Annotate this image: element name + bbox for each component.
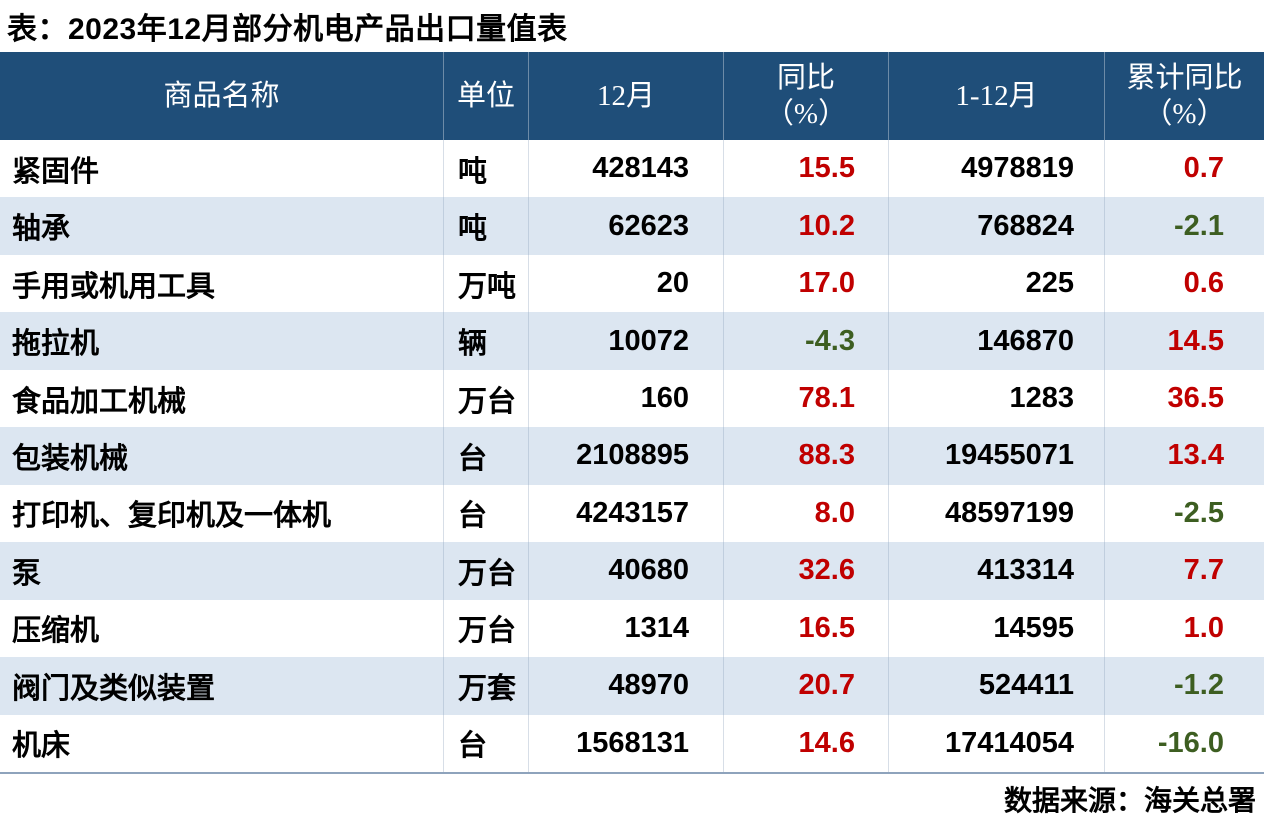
unit-cell: 吨 bbox=[443, 197, 528, 255]
jan-dec-value-cell: 146870 bbox=[888, 312, 1104, 370]
cumulative-yoy-percent-cell: 1.0 bbox=[1104, 599, 1264, 658]
header-label: 单位 bbox=[456, 79, 515, 112]
december-value-cell: 1314 bbox=[528, 599, 723, 658]
jan-dec-value-cell: 413314 bbox=[888, 542, 1104, 600]
unit-cell: 万吨 bbox=[443, 254, 528, 313]
unit-cell: 台 bbox=[443, 714, 528, 772]
header-label: 同比 bbox=[776, 61, 835, 94]
december-value-cell: 2108895 bbox=[528, 427, 723, 485]
header-label: 商品名称 bbox=[163, 79, 280, 112]
header-product-name: 商品名称 bbox=[0, 52, 443, 140]
unit-cell: 万台 bbox=[443, 369, 528, 428]
yoy-percent-cell: 20.7 bbox=[723, 657, 888, 715]
unit-cell: 台 bbox=[443, 427, 528, 485]
product-name-cell: 拖拉机 bbox=[12, 328, 100, 361]
cumulative-yoy-percent-cell: 7.7 bbox=[1104, 542, 1264, 600]
header-label: 累计同比 bbox=[1126, 61, 1243, 94]
table-row: 食品加工机械 万台 160 78.1 1283 36.5 bbox=[0, 369, 1264, 428]
header-unit: 单位 bbox=[443, 52, 528, 140]
unit-cell: 万台 bbox=[443, 542, 528, 600]
cumulative-yoy-percent-cell: 13.4 bbox=[1104, 427, 1264, 485]
cumulative-yoy-percent-cell: 0.6 bbox=[1104, 254, 1264, 313]
table-row: 紧固件 吨 428143 15.5 4978819 0.7 bbox=[0, 140, 1264, 198]
cumulative-yoy-percent-cell: 0.7 bbox=[1104, 140, 1264, 198]
jan-dec-value-cell: 17414054 bbox=[888, 714, 1104, 772]
unit-cell: 万台 bbox=[443, 599, 528, 658]
table-header-row: 商品名称 单位 12月 同比 （%） 1-12月 累计同比 （%） bbox=[0, 52, 1264, 140]
cumulative-yoy-percent-cell: -2.5 bbox=[1104, 484, 1264, 543]
table-row: 泵 万台 40680 32.6 413314 7.7 bbox=[0, 542, 1264, 600]
data-source-note: 数据来源：海关总署 bbox=[1003, 785, 1256, 816]
product-name-cell: 阀门及类似装置 bbox=[12, 672, 216, 705]
table-row: 打印机、复印机及一体机 台 4243157 8.0 48597199 -2.5 bbox=[0, 484, 1264, 543]
header-sublabel: （%） bbox=[764, 98, 848, 130]
table-row: 拖拉机 辆 10072 -4.3 146870 14.5 bbox=[0, 312, 1264, 370]
yoy-percent-cell: 16.5 bbox=[723, 599, 888, 658]
header-label: 12月 bbox=[596, 79, 655, 112]
december-value-cell: 160 bbox=[528, 369, 723, 428]
unit-cell: 台 bbox=[443, 484, 528, 543]
product-name-cell: 打印机、复印机及一体机 bbox=[12, 500, 332, 533]
product-name-cell: 泵 bbox=[12, 557, 42, 590]
december-value-cell: 4243157 bbox=[528, 484, 723, 543]
cumulative-yoy-percent-cell: -16.0 bbox=[1104, 714, 1264, 772]
unit-cell: 吨 bbox=[443, 140, 528, 198]
product-name-cell: 包装机械 bbox=[12, 442, 129, 475]
product-name-cell: 压缩机 bbox=[12, 615, 100, 648]
jan-dec-value-cell: 19455071 bbox=[888, 427, 1104, 485]
table-row: 手用或机用工具 万吨 20 17.0 225 0.6 bbox=[0, 254, 1264, 313]
product-name-cell: 紧固件 bbox=[12, 155, 100, 188]
jan-dec-value-cell: 4978819 bbox=[888, 140, 1104, 198]
table-row: 轴承 吨 62623 10.2 768824 -2.1 bbox=[0, 197, 1264, 255]
yoy-percent-cell: 10.2 bbox=[723, 197, 888, 255]
jan-dec-value-cell: 48597199 bbox=[888, 484, 1104, 543]
jan-dec-value-cell: 524411 bbox=[888, 657, 1104, 715]
cumulative-yoy-percent-cell: 14.5 bbox=[1104, 312, 1264, 370]
table-bottom-border bbox=[0, 772, 1264, 774]
yoy-percent-cell: 8.0 bbox=[723, 484, 888, 543]
december-value-cell: 1568131 bbox=[528, 714, 723, 772]
cumulative-yoy-percent-cell: -1.2 bbox=[1104, 657, 1264, 715]
december-value-cell: 20 bbox=[528, 254, 723, 313]
table-row: 包装机械 台 2108895 88.3 19455071 13.4 bbox=[0, 427, 1264, 485]
december-value-cell: 428143 bbox=[528, 140, 723, 198]
header-cumulative-yoy: 累计同比 （%） bbox=[1104, 52, 1264, 140]
table-body: 紧固件 吨 428143 15.5 4978819 0.7 轴承 吨 62623… bbox=[0, 140, 1264, 772]
jan-dec-value-cell: 768824 bbox=[888, 197, 1104, 255]
header-sublabel: （%） bbox=[1143, 98, 1226, 130]
table-row: 压缩机 万台 1314 16.5 14595 1.0 bbox=[0, 599, 1264, 658]
page-title: 表：2023年12月部分机电产品出口量值表 bbox=[7, 13, 568, 46]
header-yoy: 同比 （%） bbox=[723, 52, 888, 140]
yoy-percent-cell: -4.3 bbox=[723, 312, 888, 370]
unit-cell: 万套 bbox=[443, 657, 528, 715]
jan-dec-value-cell: 225 bbox=[888, 254, 1104, 313]
header-jan-dec: 1-12月 bbox=[888, 52, 1104, 140]
header-december: 12月 bbox=[528, 52, 723, 140]
yoy-percent-cell: 14.6 bbox=[723, 714, 888, 772]
table-row: 机床 台 1568131 14.6 17414054 -16.0 bbox=[0, 714, 1264, 772]
december-value-cell: 48970 bbox=[528, 657, 723, 715]
cumulative-yoy-percent-cell: 36.5 bbox=[1104, 369, 1264, 428]
product-name-cell: 轴承 bbox=[12, 213, 71, 246]
product-name-cell: 手用或机用工具 bbox=[12, 270, 216, 303]
product-name-cell: 食品加工机械 bbox=[12, 385, 187, 418]
unit-cell: 辆 bbox=[443, 312, 528, 370]
jan-dec-value-cell: 14595 bbox=[888, 599, 1104, 658]
yoy-percent-cell: 17.0 bbox=[723, 254, 888, 313]
product-name-cell: 机床 bbox=[12, 730, 71, 763]
jan-dec-value-cell: 1283 bbox=[888, 369, 1104, 428]
header-label: 1-12月 bbox=[955, 79, 1038, 112]
table-row: 阀门及类似装置 万套 48970 20.7 524411 -1.2 bbox=[0, 657, 1264, 715]
december-value-cell: 40680 bbox=[528, 542, 723, 600]
yoy-percent-cell: 15.5 bbox=[723, 140, 888, 198]
december-value-cell: 10072 bbox=[528, 312, 723, 370]
yoy-percent-cell: 32.6 bbox=[723, 542, 888, 600]
yoy-percent-cell: 88.3 bbox=[723, 427, 888, 485]
cumulative-yoy-percent-cell: -2.1 bbox=[1104, 197, 1264, 255]
december-value-cell: 62623 bbox=[528, 197, 723, 255]
yoy-percent-cell: 78.1 bbox=[723, 369, 888, 428]
